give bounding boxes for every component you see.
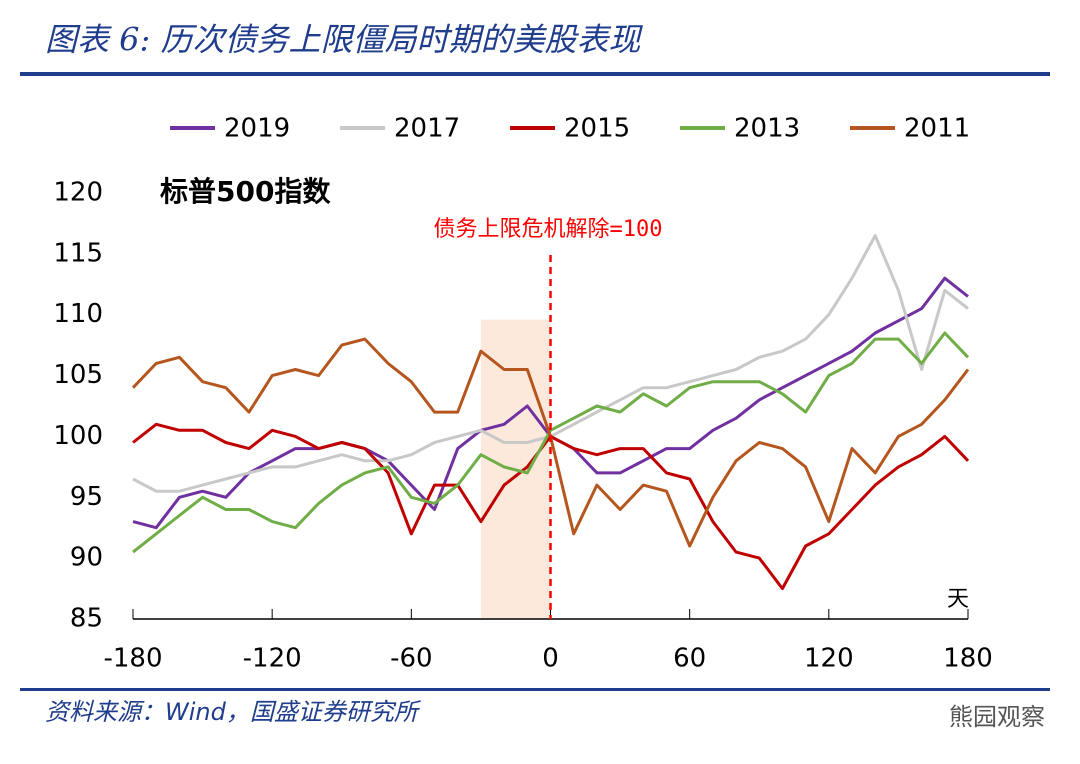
- legend-label: 2017: [394, 114, 460, 144]
- y-tick-label: 105: [53, 360, 103, 390]
- title-rule: [20, 72, 1050, 76]
- source: 资料来源：Wind，国盛证券研究所: [45, 698, 422, 726]
- page-title: 图表 6: 历次债务上限僵局时期的美股表现: [45, 21, 643, 59]
- x-tick-label: -180: [103, 644, 162, 674]
- footer-rule: [20, 688, 1050, 691]
- legend-label: 2013: [734, 114, 800, 144]
- x-label: 天: [947, 587, 969, 612]
- watermark: 熊园观察: [949, 703, 1045, 731]
- series-line: [132, 331, 970, 554]
- y-tick-label: 85: [70, 604, 103, 634]
- legend-label: 2011: [904, 114, 970, 144]
- y-tick-label: 100: [53, 421, 103, 451]
- y-tick-label: 120: [53, 178, 103, 208]
- y-tick-label: 115: [53, 238, 103, 268]
- legend-label: 2015: [564, 114, 630, 144]
- y-label: 标普500指数: [160, 175, 331, 208]
- x-tick-label: -120: [243, 644, 302, 674]
- x-tick-label: 180: [943, 644, 993, 674]
- x-tick-label: 0: [542, 644, 559, 674]
- y-tick-label: 110: [53, 299, 103, 329]
- y-tick-label: 95: [70, 482, 103, 512]
- annotation: 债务上限危机解除=100: [434, 217, 663, 242]
- x-tick-label: 120: [804, 644, 854, 674]
- x-tick-label: -60: [390, 644, 432, 674]
- x-tick-label: 60: [673, 644, 706, 674]
- y-tick-label: 90: [70, 543, 103, 573]
- legend-label: 2019: [224, 114, 290, 144]
